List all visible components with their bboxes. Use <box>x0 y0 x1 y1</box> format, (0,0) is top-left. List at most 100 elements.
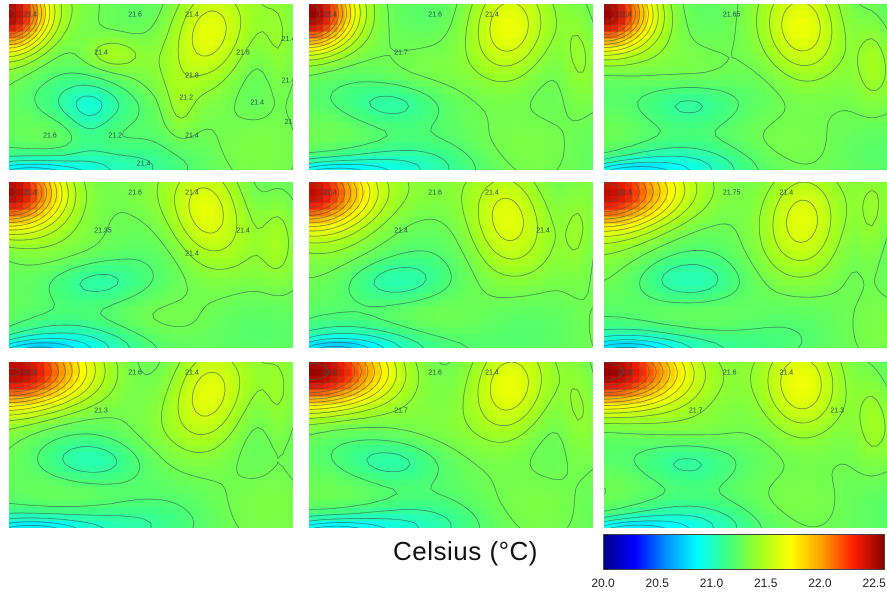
heat-cell <box>514 73 523 81</box>
heat-cell <box>816 135 824 143</box>
heat-cell <box>703 163 711 170</box>
heat-cell <box>214 320 223 328</box>
heat-cell <box>578 258 587 266</box>
heat-cell <box>80 163 88 170</box>
heat-cell <box>23 10 31 19</box>
heat-cell <box>436 31 445 40</box>
heat-cell <box>667 128 676 137</box>
heat-cell <box>618 52 626 60</box>
heat-cell <box>451 107 459 116</box>
heat-cell <box>639 45 648 54</box>
heat-cell <box>436 66 445 74</box>
heat-cell <box>724 45 732 54</box>
heat-cell <box>179 52 188 60</box>
heat-cell <box>564 202 573 211</box>
heat-cell <box>80 237 88 245</box>
heat-cell <box>316 156 324 164</box>
heat-cell <box>207 142 216 150</box>
heat-cell <box>465 121 473 130</box>
heat-cell <box>543 223 551 232</box>
heat-cell <box>724 87 732 95</box>
heat-cell <box>172 142 180 150</box>
heat-cell <box>37 271 46 280</box>
heat-cell <box>271 223 280 232</box>
heat-cell <box>271 334 280 342</box>
heat-cell <box>759 114 768 123</box>
heat-cell <box>23 17 31 26</box>
heat-cell <box>394 31 402 40</box>
heat-cell <box>250 320 259 328</box>
heat-cell <box>443 341 452 348</box>
heat-cell <box>365 271 374 280</box>
heat-cell <box>674 121 683 130</box>
heat-cell <box>207 66 216 74</box>
heat-cell <box>479 223 488 232</box>
heat-cell <box>667 114 676 123</box>
heat-cell <box>58 73 67 81</box>
heat-cell <box>507 87 516 95</box>
heat-cell <box>688 142 697 150</box>
contour-label: 21.4 <box>94 50 108 57</box>
heat-cell <box>766 80 775 88</box>
heat-cell <box>58 285 67 294</box>
heat-cell <box>9 17 17 26</box>
heat-cell <box>401 45 409 54</box>
heat-cell <box>710 59 718 67</box>
heat-cell <box>358 17 367 26</box>
heat-cell <box>271 66 280 74</box>
heat-cell <box>443 292 452 301</box>
heat-cell <box>44 31 53 40</box>
heat-cell <box>151 135 159 143</box>
heat-cell <box>500 285 509 294</box>
heat-cell <box>514 87 523 95</box>
heat-cell <box>472 320 480 328</box>
heat-cell <box>337 202 346 211</box>
heat-cell <box>358 202 367 211</box>
heat-cell <box>681 38 690 47</box>
heat-cell <box>115 121 124 130</box>
heat-cell <box>58 87 67 95</box>
heat-cell <box>65 195 74 204</box>
heat-cell <box>773 66 782 74</box>
contour-panel: 21.4 21.6 21.4 21.4 21.4 <box>309 182 593 348</box>
heat-cell <box>536 292 544 301</box>
heat-cell <box>536 59 544 67</box>
heat-cell <box>479 292 488 301</box>
heat-cell <box>844 17 853 26</box>
heat-cell <box>787 156 796 164</box>
heat-cell <box>514 107 523 116</box>
heat-cell <box>422 121 431 130</box>
heat-cell <box>557 66 566 74</box>
heat-cell <box>323 87 331 95</box>
heat-cell <box>80 52 88 60</box>
heat-cell <box>479 142 488 150</box>
heat-cell <box>51 306 60 315</box>
heat-cell <box>87 292 95 301</box>
heat-cell <box>879 114 887 123</box>
heat-cell <box>422 292 431 301</box>
heat-cell <box>536 237 544 245</box>
heat-cell <box>44 114 53 123</box>
heat-cell <box>214 45 223 54</box>
heat-cell <box>193 299 202 308</box>
heat-cell <box>543 87 551 95</box>
heat-cell <box>394 230 402 238</box>
heat-cell <box>550 59 559 67</box>
heat-cell <box>143 202 152 211</box>
heat-cell <box>372 31 381 40</box>
heat-cell <box>639 38 648 47</box>
heat-cell <box>207 299 216 308</box>
heat-cell <box>16 17 24 26</box>
heat-cell <box>186 24 195 33</box>
heat-cell <box>486 251 495 259</box>
heat-cell <box>536 223 544 232</box>
heat-cell <box>358 10 367 19</box>
heat-cell <box>9 202 17 211</box>
heat-cell <box>264 327 273 335</box>
heat-cell <box>865 66 874 74</box>
heat-cell <box>585 285 593 294</box>
heat-cell <box>436 121 445 130</box>
heat-cell <box>844 114 853 123</box>
heat-cell <box>129 202 138 211</box>
heat-cell <box>422 24 431 33</box>
